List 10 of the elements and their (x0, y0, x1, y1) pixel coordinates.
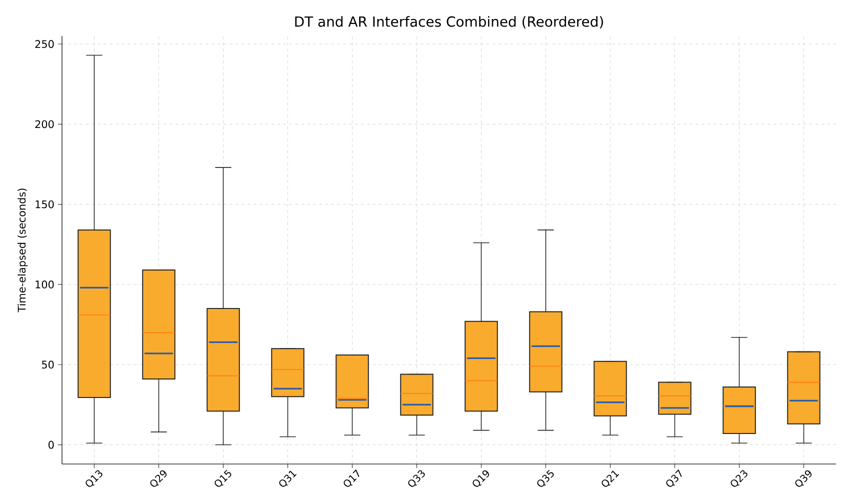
y-tick-label: 50 (42, 360, 54, 369)
y-tick-label: 200 (35, 120, 54, 128)
chart-title: DT and AR Interfaces Combined (Reordered) (295, 16, 603, 28)
y-tick-label: 0 (48, 440, 54, 449)
y-axis-title: Time-elapsed (seconds) (18, 188, 28, 312)
y-tick-label: 150 (36, 200, 54, 208)
x-tick-label: Q31 (279, 470, 297, 487)
y-tick-label: 100 (36, 280, 54, 288)
y-tick-label: 250 (35, 40, 54, 48)
x-tick-label: Q21 (602, 470, 620, 487)
